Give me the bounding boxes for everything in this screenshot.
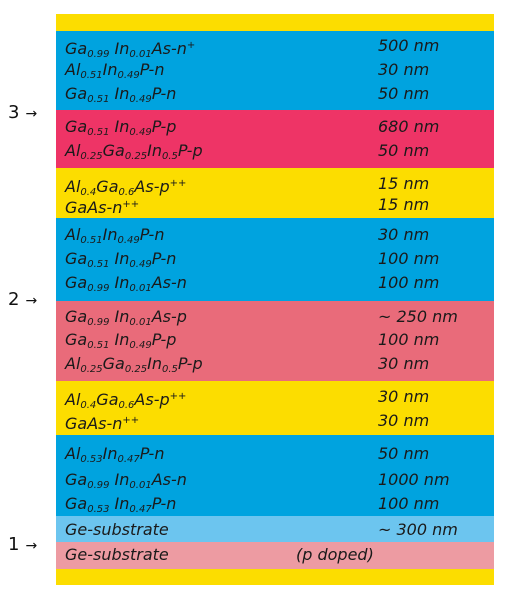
material-label: Ge-substrate (65, 545, 169, 564)
material-label: Ga0.51 In0.49P-p (65, 330, 177, 351)
layer-6: Al0.4Ga0.6As-p++ 30 nm GaAs-n++ 30 nm (56, 381, 494, 435)
thickness-label: 500 nm (378, 36, 440, 55)
layer-row: Ga0.51 In0.49P-n 100 nm (56, 247, 494, 270)
thickness-label: 15 nm (378, 174, 430, 193)
layer-row: Ga0.99 In0.01As-p ~ 250 nm (56, 305, 494, 328)
marker-2: 2 → (8, 290, 37, 310)
layer-row: Al0.4Ga0.6As-p++ 30 nm (56, 385, 494, 411)
arrow-right-icon: → (25, 106, 38, 122)
thickness-label: 30 nm (378, 411, 430, 430)
thickness-label: 100 nm (378, 494, 440, 513)
layer-8: Ge-substrate ~ 300 nm (56, 516, 494, 542)
layer-row: Al0.25Ga0.25In0.5P-p 30 nm (56, 352, 494, 375)
layer-row: Ge-substrate ~ 300 nm (56, 518, 494, 541)
thickness-label: ~ 300 nm (378, 520, 458, 539)
thickness-label: 100 nm (378, 330, 440, 349)
layer-row: Ga0.51 In0.49P-p 100 nm (56, 328, 494, 351)
thickness-label: 680 nm (378, 117, 440, 136)
layer-10 (56, 569, 494, 585)
material-label: Al0.51In0.49P-n (65, 60, 165, 81)
material-label: Al0.4Ga0.6As-p++ (65, 390, 187, 411)
material-label: Al0.25Ga0.25In0.5P-p (65, 141, 203, 162)
arrow-right-icon: → (25, 293, 38, 309)
layer-row: GaAs-n++ 30 nm (56, 409, 494, 433)
material-label: Ga0.51 In0.49P-n (65, 249, 177, 270)
layer-row: Ga0.99 In0.01As-n 100 nm (56, 271, 494, 294)
thickness-label: 50 nm (378, 84, 430, 103)
thickness-label: 15 nm (378, 195, 430, 214)
layer-7: Al0.53In0.47P-n 50 nm Ga0.99 In0.01As-n 100… (56, 435, 494, 516)
layer-row: Ge-substrate (p doped) (56, 543, 494, 566)
layer-row: Ga0.51 In0.49P-n 50 nm (56, 82, 494, 105)
thickness-label: 100 nm (378, 249, 440, 268)
layer-1: Ga0.99 In0.01As-n+ 500 nm Al0.51In0.49P-n 3… (56, 31, 494, 110)
layer-row: Al0.51In0.49P-n 30 nm (56, 223, 494, 246)
layer-row: Al0.51In0.49P-n 30 nm (56, 58, 494, 81)
layer-row: Al0.25Ga0.25In0.5P-p 50 nm (56, 139, 494, 162)
layer-2: Ga0.51 In0.49P-p 680 nm Al0.25Ga0.25In0.5P… (56, 110, 494, 168)
thickness-label: 30 nm (378, 225, 430, 244)
layer-3: Al0.4Ga0.6As-p++ 15 nm GaAs-n++ 15 nm (56, 168, 494, 218)
marker-2-label: 2 (8, 289, 20, 310)
thickness-label: 30 nm (378, 60, 430, 79)
layer-9: Ge-substrate (p doped) (56, 542, 494, 569)
material-label: Ge-substrate (65, 520, 169, 539)
thickness-label: 1000 nm (378, 470, 450, 489)
layer-row: Al0.53In0.47P-n 50 nm (56, 442, 494, 465)
thickness-label: 30 nm (378, 387, 430, 406)
material-label: Ga0.53 In0.47P-n (65, 494, 177, 515)
marker-3: 3 → (8, 103, 37, 123)
layer-row: Ga0.99 In0.01As-n 1000 nm (56, 468, 494, 491)
layer-row: GaAs-n++ 15 nm (56, 193, 494, 217)
layer-row: Al0.4Ga0.6As-p++ 15 nm (56, 172, 494, 198)
layer-stack: Ga0.99 In0.01As-n+ 500 nm Al0.51In0.49P-n 3… (56, 14, 494, 585)
material-label: GaAs-n++ (65, 414, 140, 433)
layer-row: Ga0.99 In0.01As-n+ 500 nm (56, 34, 494, 60)
layer-0 (56, 14, 494, 31)
material-label: Ga0.51 In0.49P-p (65, 117, 177, 138)
marker-3-label: 3 (8, 102, 20, 123)
material-label: Al0.53In0.47P-n (65, 444, 165, 465)
thickness-label: 50 nm (378, 141, 430, 160)
material-label: Ga0.99 In0.01As-n+ (65, 39, 196, 60)
marker-1-label: 1 (8, 534, 20, 555)
layer-row: Ga0.53 In0.47P-n 100 nm (56, 492, 494, 515)
doping-note: (p doped) (296, 545, 374, 564)
material-label: Al0.4Ga0.6As-p++ (65, 177, 187, 198)
layer-4: Al0.51In0.49P-n 30 nm Ga0.51 In0.49P-n 100 … (56, 218, 494, 301)
layer-5: Ga0.99 In0.01As-p ~ 250 nm Ga0.51 In0.49P-… (56, 301, 494, 381)
material-label: Al0.25Ga0.25In0.5P-p (65, 354, 203, 375)
thickness-label: 30 nm (378, 354, 430, 373)
material-label: Al0.51In0.49P-n (65, 225, 165, 246)
layer-row: Ga0.51 In0.49P-p 680 nm (56, 115, 494, 138)
material-label: Ga0.99 In0.01As-n (65, 470, 187, 491)
thickness-label: ~ 250 nm (378, 307, 458, 326)
thickness-label: 50 nm (378, 444, 430, 463)
thickness-label: 100 nm (378, 273, 440, 292)
marker-1: 1 → (8, 535, 37, 555)
material-label: Ga0.51 In0.49P-n (65, 84, 177, 105)
material-label: Ga0.99 In0.01As-p (65, 307, 187, 328)
material-label: GaAs-n++ (65, 198, 140, 217)
arrow-right-icon: → (25, 538, 38, 554)
material-label: Ga0.99 In0.01As-n (65, 273, 187, 294)
